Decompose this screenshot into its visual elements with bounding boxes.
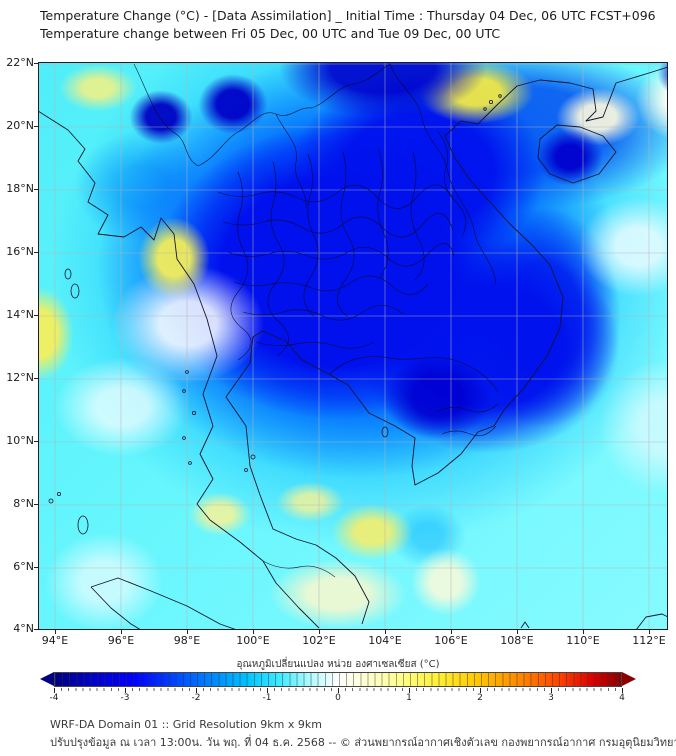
y-axis-label: 22°N — [6, 56, 34, 69]
y-axis-tick — [34, 63, 38, 64]
colorbar-tick — [196, 688, 197, 693]
x-axis-tick — [55, 630, 56, 634]
x-axis-label: 112°E — [632, 634, 666, 647]
footer-model-info: WRF-DA Domain 01 :: Grid Resolution 9km … — [50, 718, 322, 731]
colorbar-tick — [54, 688, 55, 693]
colorbar-tick — [551, 688, 552, 693]
footer-update-info: ปรับปรุงข้อมูล ณ เวลา 13:00น. วัน พฤ. ที… — [50, 736, 676, 749]
colorbar-tick-label: -4 — [49, 693, 59, 703]
colorbar — [40, 672, 636, 687]
x-axis-label: 98°E — [173, 634, 201, 647]
y-axis-tick — [34, 315, 38, 316]
colorbar-tick — [480, 688, 481, 693]
y-axis-tick — [34, 378, 38, 379]
y-axis-label: 14°N — [6, 308, 34, 321]
colorbar-tick-label: -3 — [120, 693, 130, 703]
colorbar-tick-label: 1 — [406, 693, 412, 703]
y-axis-tick — [34, 252, 38, 253]
colorbar-tick — [125, 688, 126, 693]
y-axis-tick — [34, 504, 38, 505]
island-marks — [48, 94, 502, 535]
colorbar-tick-label: 3 — [548, 693, 554, 703]
y-axis-tick — [34, 441, 38, 442]
y-axis-label: 10°N — [6, 434, 34, 447]
y-axis-tick — [34, 629, 38, 630]
y-axis-label: 6°N — [13, 560, 34, 573]
coastline-paths — [38, 66, 668, 630]
x-axis-label: 110°E — [566, 634, 600, 647]
x-axis-tick — [319, 630, 320, 634]
x-axis-tick — [451, 630, 452, 634]
colorbar-tick — [267, 688, 268, 693]
y-axis-tick — [34, 189, 38, 190]
x-axis-tick — [583, 630, 584, 634]
page-title: Temperature Change (°C) - [Data Assimila… — [40, 8, 656, 23]
x-axis-label: 108°E — [500, 634, 534, 647]
colorbar-tick-label: -1 — [262, 693, 272, 703]
colorbar-gradient — [54, 672, 622, 687]
colorbar-tick-label: 4 — [619, 693, 625, 703]
colorbar-left-arrow-icon — [40, 672, 54, 686]
y-axis-label: 4°N — [13, 622, 34, 635]
colorbar-tick — [409, 688, 410, 693]
y-axis-label: 12°N — [6, 371, 34, 384]
x-axis-label: 96°E — [107, 634, 135, 647]
x-axis-tick — [121, 630, 122, 634]
colorbar-tick — [338, 688, 339, 693]
y-axis-label: 20°N — [6, 119, 34, 132]
y-axis-label: 8°N — [13, 497, 34, 510]
colorbar-title: อุณหภูมิเปลี่ยนแปลง หน่วย องศาเซลเซียส (… — [236, 659, 440, 670]
x-axis-tick — [253, 630, 254, 634]
colorbar-right-arrow-icon — [622, 672, 636, 686]
x-axis-label: 94°E — [41, 634, 69, 647]
colorbar-tick — [622, 688, 623, 693]
geography-overlay — [38, 62, 668, 630]
x-axis-tick — [517, 630, 518, 634]
x-axis-tick — [385, 630, 386, 634]
x-axis-label: 102°E — [302, 634, 336, 647]
y-axis-label: 16°N — [6, 245, 34, 258]
x-axis-label: 106°E — [434, 634, 468, 647]
y-axis-tick — [34, 567, 38, 568]
x-axis-label: 104°E — [368, 634, 402, 647]
x-axis-tick — [187, 630, 188, 634]
boundary-paths — [133, 63, 499, 578]
temperature-field — [38, 62, 668, 630]
colorbar-tick-label: 0 — [335, 693, 341, 703]
x-axis-tick — [649, 630, 650, 634]
y-axis-tick — [34, 126, 38, 127]
x-axis-label: 100°E — [236, 634, 270, 647]
colorbar-tick-label: -2 — [191, 693, 201, 703]
page-subtitle: Temperature change between Fri 05 Dec, 0… — [40, 26, 501, 41]
colorbar-tick-label: 2 — [477, 693, 483, 703]
y-axis-label: 18°N — [6, 182, 34, 195]
map-canvas — [38, 62, 668, 630]
